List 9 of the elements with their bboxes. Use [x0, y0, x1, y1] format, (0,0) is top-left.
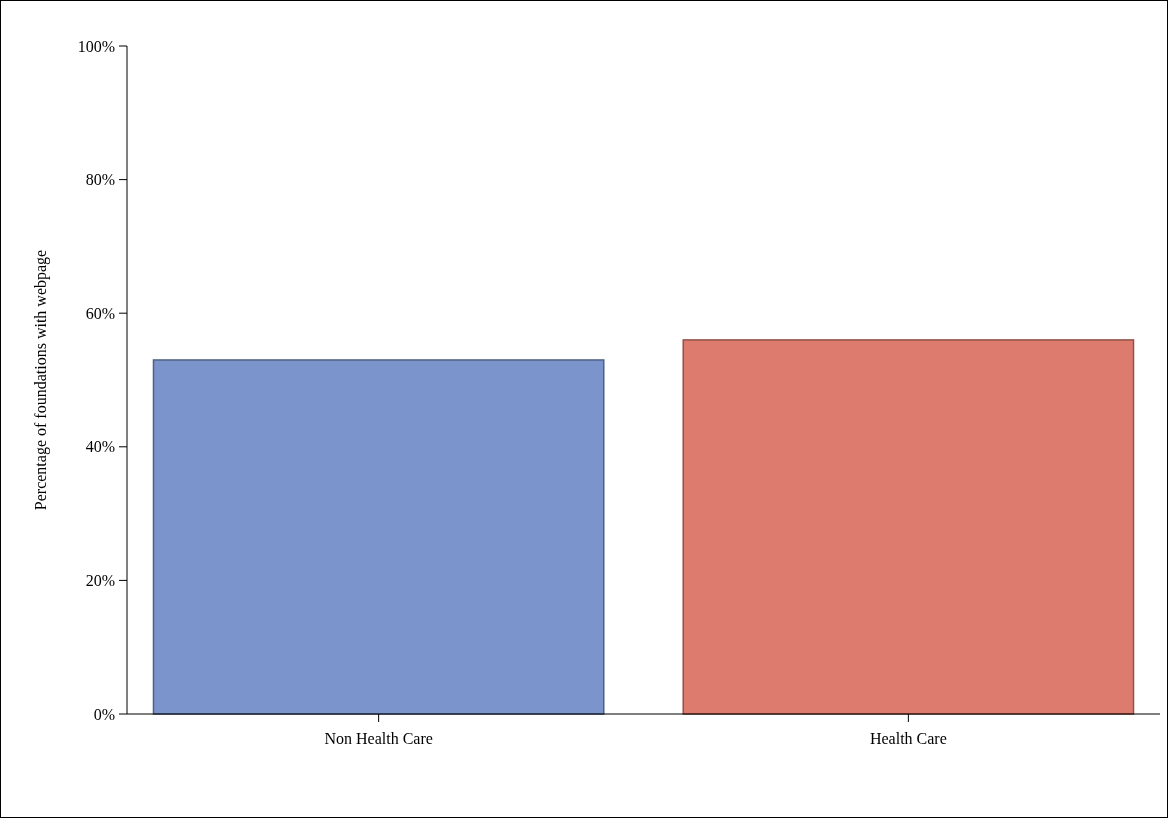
y-tick-label: 20%: [85, 572, 115, 589]
y-tick-label: 100%: [77, 37, 115, 55]
x-tick-label: Non Health Care: [324, 730, 433, 747]
y-tick-label: 40%: [85, 438, 115, 456]
y-axis-title: Percentage of foundations with webpage: [32, 249, 50, 511]
y-tick-label: 0%: [93, 705, 115, 723]
x-tick-label: Health Care: [869, 730, 947, 747]
y-tick-label: 80%: [85, 171, 115, 189]
y-tick-label: 60%: [85, 304, 115, 322]
